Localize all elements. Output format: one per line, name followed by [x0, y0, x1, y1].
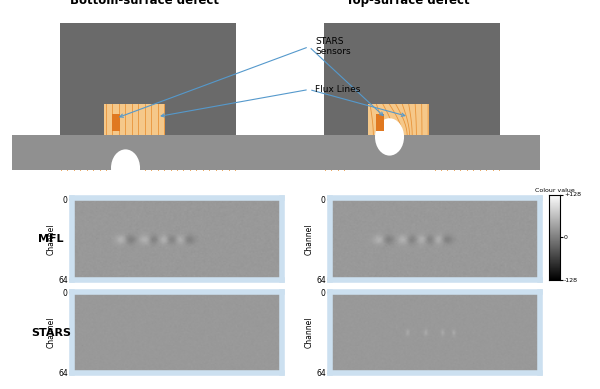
Bar [323, 104, 368, 135]
Bar [59, 104, 104, 135]
Bar [59, 104, 104, 135]
Bar [429, 104, 500, 135]
Ellipse shape [111, 149, 140, 187]
Bar [276, 135, 540, 170]
Bar [323, 23, 500, 104]
Ellipse shape [375, 118, 404, 156]
Ellipse shape [111, 149, 140, 187]
Bar [323, 23, 500, 104]
Bar [376, 114, 384, 131]
Bar [323, 104, 368, 135]
Bar [12, 135, 276, 170]
Y-axis label: Channel: Channel [304, 317, 313, 348]
Text: Flux Lines: Flux Lines [315, 85, 361, 94]
Bar [276, 135, 540, 170]
Ellipse shape [375, 118, 404, 156]
Title: Bottom-surface defect: Bottom-surface defect [70, 0, 218, 7]
Bar [59, 104, 236, 135]
Bar [112, 114, 120, 131]
Bar [165, 104, 236, 135]
Bar [59, 23, 236, 104]
Title: Colour value: Colour value [535, 188, 574, 193]
Text: STARS
Sensors: STARS Sensors [315, 37, 350, 56]
Bar [12, 135, 276, 170]
Bar [323, 104, 500, 135]
Y-axis label: Channel: Channel [46, 224, 55, 255]
Bar [165, 104, 236, 135]
Bar [59, 23, 236, 104]
Text: MFL: MFL [38, 234, 64, 244]
Y-axis label: Channel: Channel [46, 317, 55, 348]
Title: Top-surface defect: Top-surface defect [346, 0, 470, 7]
Text: STARS: STARS [31, 328, 71, 338]
Y-axis label: Channel: Channel [304, 224, 313, 255]
Bar [429, 104, 500, 135]
